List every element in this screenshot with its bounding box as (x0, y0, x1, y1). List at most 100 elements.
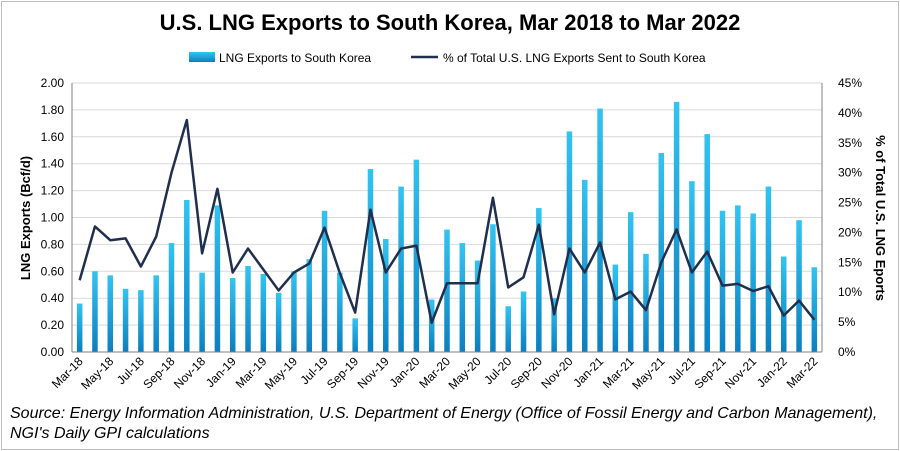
y-tick-label-left: 1.40 (41, 157, 65, 171)
axes (71, 83, 823, 353)
legend: LNG Exports to South Korea % of Total U.… (189, 51, 706, 65)
x-tick-label: Nov-18 (171, 354, 208, 391)
bar (612, 264, 619, 352)
bar (673, 101, 680, 352)
x-tick-label: May-21 (629, 354, 667, 392)
percent-line (78, 118, 816, 324)
x-tick-label: Sep-18 (140, 354, 177, 391)
legend-bar-label: LNG Exports to South Korea (219, 51, 371, 65)
y-tick-label-left: 0.40 (41, 291, 65, 305)
x-tick-label: Nov-20 (538, 354, 575, 391)
bar (658, 152, 665, 352)
bar (306, 259, 312, 352)
x-tick-label: Jan-22 (754, 354, 790, 390)
bar (413, 159, 420, 352)
bar (704, 134, 710, 352)
y-axis-right-title: % of Total U.S. LNG Eports (873, 135, 888, 301)
y-tick-label-right: 0% (838, 345, 856, 359)
x-tick-label: Jan-19 (203, 354, 239, 390)
bar (796, 220, 802, 352)
bar (260, 273, 267, 352)
bar (92, 271, 98, 352)
bar (536, 208, 542, 352)
bar (107, 275, 114, 352)
bar (719, 210, 726, 352)
y-tick-label-left: 1.80 (41, 103, 65, 117)
bar (398, 186, 404, 352)
bar (245, 265, 251, 352)
bar (643, 253, 649, 352)
y-tick-label-right: 15% (838, 255, 862, 269)
bar (428, 299, 435, 352)
chart-title: U.S. LNG Exports to South Korea, Mar 201… (160, 10, 741, 35)
x-tick-label: Jan-20 (387, 354, 423, 390)
x-tick-label: May-19 (262, 354, 300, 392)
bar (780, 256, 787, 352)
bar (811, 267, 818, 352)
legend-bar-swatch (189, 52, 215, 62)
bar (153, 275, 159, 352)
bar (76, 303, 83, 352)
bar (383, 239, 389, 352)
y-tick-label-left: 0.00 (41, 345, 65, 359)
y-tick-label-right: 35% (838, 136, 862, 150)
y-tick-label-right: 30% (838, 166, 862, 180)
bar (122, 288, 129, 352)
bar (582, 179, 588, 352)
bar (275, 292, 282, 352)
bar (750, 213, 756, 352)
x-tick-label: Sep-21 (691, 354, 728, 391)
x-tick-label: Sep-19 (324, 354, 361, 391)
x-tick-label: Jan-21 (570, 354, 606, 390)
bar (168, 243, 175, 352)
y-tick-label-right: 40% (838, 106, 862, 120)
x-tick-label: May-18 (78, 354, 116, 392)
y-tick-label-right: 10% (838, 285, 862, 299)
bar (459, 243, 466, 352)
bar (474, 260, 481, 352)
y-tick-label-left: 1.00 (41, 211, 65, 225)
bar (214, 205, 221, 352)
bar (444, 229, 450, 352)
y-tick-label-left: 1.20 (41, 184, 65, 198)
bar (735, 205, 741, 352)
gridlines (72, 82, 822, 326)
y-axis-left-title: LNG Exports (Bcf/d) (18, 156, 33, 280)
bar (520, 291, 527, 352)
y-tick-label-left: 2.00 (41, 76, 65, 90)
bar-series (76, 101, 818, 353)
bar (566, 131, 573, 352)
y-axis-left-ticks: 0.00 0.20 0.40 0.60 0.80 1.00 1.20 1.40 1.60 1.80… (41, 76, 65, 359)
bar (291, 271, 297, 352)
y-tick-label-right: 45% (838, 76, 862, 90)
bar (321, 210, 328, 352)
source-note: Source: Energy Information Administratio… (10, 405, 878, 442)
bar (765, 186, 772, 352)
bar (337, 272, 343, 352)
bar (505, 306, 511, 352)
y-tick-label-right: 20% (838, 225, 862, 239)
bar (229, 278, 236, 352)
x-tick-label: Sep-20 (508, 354, 545, 391)
bar (184, 200, 190, 352)
x-tick-label: May-20 (446, 354, 484, 392)
bar (597, 108, 603, 352)
y-tick-label-right: 5% (838, 315, 856, 329)
line-series (78, 118, 816, 324)
bar (367, 169, 374, 352)
bar (138, 290, 144, 352)
bar (352, 318, 358, 353)
bar (551, 298, 557, 352)
y-axis-right-ticks: 0% 5% 10% 15% 20% 25% 30% 35% 40% 45% (838, 76, 862, 359)
y-tick-label-left: 0.60 (41, 264, 65, 278)
bar (627, 212, 634, 352)
x-tick-label: Nov-21 (722, 354, 759, 391)
y-tick-label-left: 1.60 (41, 130, 65, 144)
bar (199, 272, 205, 352)
x-tick-label: Mar-22 (784, 354, 821, 391)
bar (689, 181, 695, 352)
x-axis-ticks: Mar-18May-18Jul-18Sep-18Nov-18Jan-19Mar-… (49, 354, 821, 392)
bar (490, 224, 496, 352)
